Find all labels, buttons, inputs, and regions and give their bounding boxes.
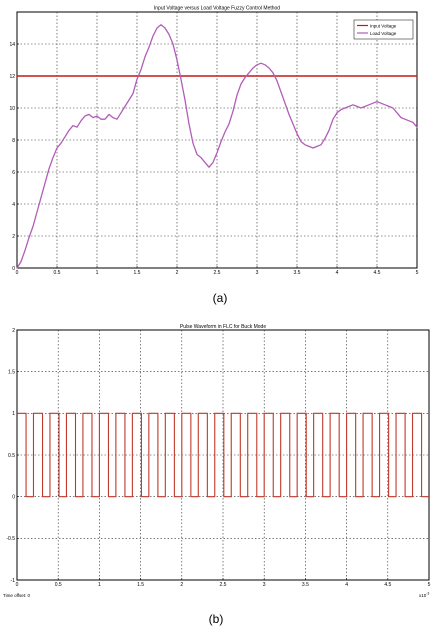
- chart-b-x-tick-label-7: 3.5: [302, 582, 309, 588]
- chart-a-x-ticks: 0 0.5 1 1.5 2 2.5 3 3.5 4 4.5 5: [16, 266, 419, 276]
- chart-a-y-tick-label-7: 14: [9, 42, 15, 48]
- chart-b-y-tick-label-1: -0.5: [6, 536, 15, 542]
- chart-a-y-tick-label-1: 2: [12, 234, 15, 240]
- chart-b-y-tick-label-3: 0.5: [8, 453, 15, 459]
- chart-a-x-tick-label-4: 2: [176, 270, 179, 276]
- chart-b-title: Pulse Waveform in FLC for Buck Mode: [180, 324, 266, 330]
- chart-b-x-tick-label-3: 1.5: [137, 582, 144, 588]
- chart-b-series-pulse: [17, 412, 429, 498]
- chart-b-y-tick-label-2: 0: [12, 494, 15, 500]
- chart-a-y-tick-label-5: 10: [9, 106, 15, 112]
- chart-b-x-tick-label-8: 4: [345, 582, 348, 588]
- chart-b-x-multiplier-base: x10: [419, 593, 427, 598]
- chart-a-title: Input Voltage versus Load Voltage Fuzzy …: [154, 6, 280, 12]
- chart-a-y-tick-label-2: 4: [12, 202, 15, 208]
- chart-b-time-offset: Time offset: 0: [3, 593, 31, 598]
- chart-b-x-tick-label-5: 2.5: [220, 582, 227, 588]
- chart-a-legend: Input Voltage Load Voltage: [353, 19, 414, 40]
- chart-b-x-tick-label-1: 0.5: [55, 582, 62, 588]
- chart-b-x-multiplier-exp: -3: [426, 592, 429, 596]
- chart-a-y-tick-label-3: 6: [12, 170, 15, 176]
- chart-b-x-tick-label-2: 1: [98, 582, 101, 588]
- chart-a-legend-box: [353, 19, 414, 40]
- chart-b-y-tick-label-5: 1.5: [8, 369, 15, 375]
- chart-b-x-ticks: 0 0.5 1 1.5 2 2.5 3 3.5 4 4.5 5: [16, 578, 431, 588]
- caption-b: (b): [209, 612, 224, 626]
- chart-b-x-tick-label-4: 2: [180, 582, 183, 588]
- chart-a-y-tick-label-0: 0: [12, 266, 15, 272]
- chart-b-x-multiplier: x10-3: [419, 592, 429, 599]
- caption-a: (a): [213, 291, 228, 305]
- chart-a: 0 0.5 1 1.5 2 2.5 3 3.5 4 4.5 5 0 2 4 6 8 10 12 14 Input …: [9, 6, 418, 277]
- chart-a-x-tick-label-7: 3.5: [294, 270, 301, 276]
- chart-a-x-tick-label-8: 4: [336, 270, 339, 276]
- chart-a-x-tick-label-1: 0.5: [54, 270, 61, 276]
- chart-b: 0 0.5 1 1.5 2 2.5 3 3.5 4 4.5 5 -1 -0.5 0 0.5 1 1.5 2 Pu…: [3, 324, 431, 598]
- chart-a-x-tick-label-0: 0: [16, 270, 19, 276]
- chart-a-x-tick-label-9: 4.5: [374, 270, 381, 276]
- chart-b-series: [17, 412, 429, 498]
- chart-b-y-tick-label-4: 1: [12, 411, 15, 417]
- chart-a-legend-label-input-voltage: Input Voltage: [370, 23, 397, 28]
- chart-b-x-tick-label-0: 0: [16, 582, 19, 588]
- chart-b-x-tick-label-9: 4.5: [384, 582, 391, 588]
- chart-a-legend-label-load-voltage: Load Voltage: [370, 31, 397, 36]
- chart-a-y-tick-label-4: 8: [12, 138, 15, 144]
- chart-b-x-tick-label-6: 3: [263, 582, 266, 588]
- chart-a-series-load-voltage: [16, 24, 418, 269]
- chart-a-x-tick-label-10: 5: [416, 270, 419, 276]
- chart-a-x-tick-label-2: 1: [96, 270, 99, 276]
- chart-b-y-tick-label-0: -1: [11, 578, 16, 584]
- chart-b-x-tick-label-10: 5: [428, 582, 431, 588]
- chart-a-x-tick-label-5: 2.5: [214, 270, 221, 276]
- chart-a-y-tick-label-6: 12: [9, 74, 15, 80]
- chart-b-y-tick-label-6: 2: [12, 328, 15, 334]
- chart-a-series: [16, 24, 418, 269]
- chart-a-x-tick-label-3: 1.5: [134, 270, 141, 276]
- chart-a-x-tick-label-6: 3: [256, 270, 259, 276]
